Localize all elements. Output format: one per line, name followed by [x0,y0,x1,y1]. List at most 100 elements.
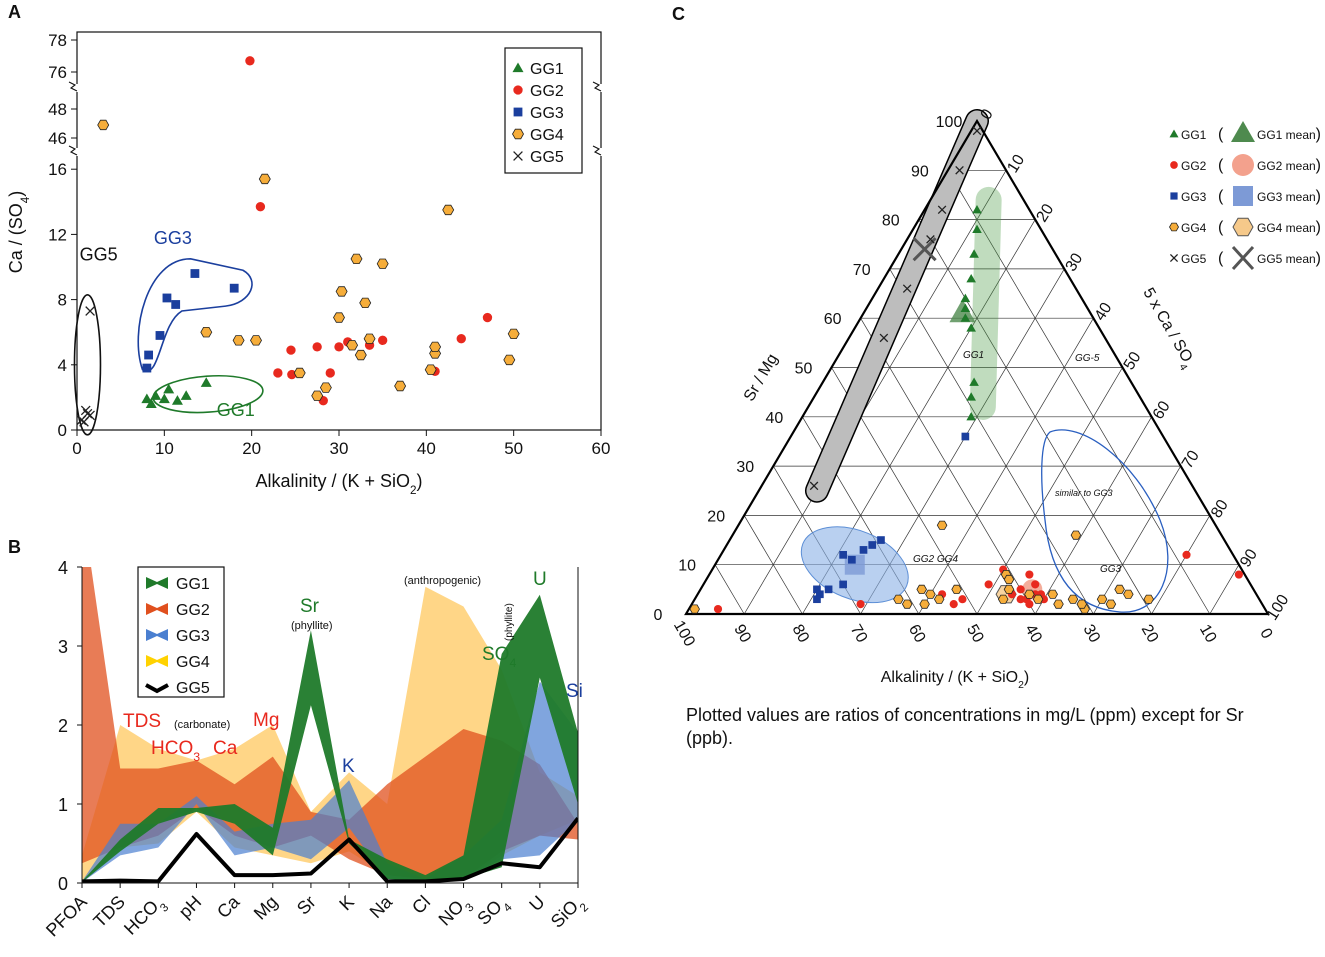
legend-mean-marker [1231,245,1255,271]
gg-point [969,377,979,386]
legend-paren: ( [1218,250,1224,267]
legend-swatch [146,577,168,589]
panel-a: A0 10 20 30 40 50 60048121646487678Alkalinity … [6,2,610,497]
legend-label: GG4 [1181,221,1207,235]
gg-point [482,312,493,323]
gg-point [82,408,93,419]
x-tick-label: Cl [408,892,434,918]
x-tick-label: 0 [72,439,81,458]
y-tick-label: 76 [48,63,67,82]
gg-point [859,546,868,554]
y-tick-label: 78 [48,31,67,50]
axis-break-mark [592,145,602,156]
gg-point [325,368,335,378]
gg-point [960,313,971,322]
gg-point [85,410,95,421]
gg-point [813,585,821,594]
annot-so4: SO4 [482,644,516,670]
grid-line [1034,416,1152,615]
x-tick-label: HCO3 [120,892,171,943]
gg-point [245,56,255,66]
gg-point [1016,595,1025,604]
gg-point [311,390,324,401]
x-tick-label: 40 [417,439,436,458]
gg-point [142,363,152,373]
gg-point [394,380,407,392]
gg-point [145,398,157,409]
legend-marker [1169,222,1179,232]
legend-swatch [146,629,168,641]
gg-point [171,300,181,309]
bottom-tick-label: 40 [1021,622,1045,646]
gg-point [171,395,183,405]
label-part: Alkalinity / (K + SiO [881,669,1018,686]
right-tick-label: 60 [1150,398,1174,422]
gg-point [346,340,359,351]
left-tick-label: 80 [882,213,900,230]
gg-point [273,368,283,378]
label-part: ) [417,471,423,491]
right-tick-label: 80 [1208,497,1232,521]
gg-point [879,333,889,343]
gg-point [713,604,723,614]
left-tick-label: 70 [853,262,871,279]
label-part: SO [473,896,506,929]
gg-point [1076,599,1088,609]
bottom-tick-label: 10 [1196,622,1220,646]
legend-swatch [146,603,168,615]
bottom-tick-label: 70 [847,622,871,646]
right-tick-label: 50 [1121,349,1145,373]
gg-point [969,249,979,258]
label-part: 4 [1177,362,1190,373]
legend-label: GG1 [1181,128,1207,142]
gg-point [97,119,110,131]
legend-mean-marker [1232,154,1254,176]
y-axis-title: Ca / (SO4) [6,191,32,274]
x-tick-label: Ca [213,891,244,922]
gg5-region [806,110,988,502]
left-tick-label: 50 [795,361,813,378]
legend-b: GG1 GG2 GG3 GG4 GG5 [137,566,225,698]
annot-k: K [342,756,355,777]
band-gg1 [82,594,578,883]
annot-mg: Mg [253,710,279,731]
x-tick-label: 10 [155,439,174,458]
gg-point [972,126,982,136]
gg-point [893,594,904,604]
bottom-axis-title: Alkalinity / (K + SiO2) [881,669,1029,691]
y-tick-label: 1 [58,795,68,815]
y-tick-label: 8 [58,291,67,310]
gg-point [816,590,824,599]
legend-paren: ) [1316,188,1321,205]
legend-c: GG1(GG1 mean)GG2(GG2 mean)GG3(GG3 mean)G… [1169,121,1321,271]
gg-point [85,306,95,316]
x-tick-label: 60 [592,439,611,458]
legend-mean-label: GG4 mean [1257,221,1316,235]
similar-gg3-label: similar to GG3 [1055,488,1113,498]
annot-phyllite-so4: (phyllite) [504,603,515,641]
annot-anthropogenic: (anthropogenic) [404,575,481,587]
gg-point [997,594,1009,604]
bottom-tick-label: 80 [788,622,812,646]
gg-point [1182,550,1191,559]
label-part: Ca / (SO [6,203,26,273]
gg-point [902,284,912,293]
legend-label: GG1 [176,576,210,593]
x-tick-label: pH [175,892,205,922]
gg-point [1143,594,1154,604]
gg-point [507,328,520,340]
right-tick-label: 70 [1179,448,1203,472]
gg-point [1047,589,1058,599]
gg3-group-label: GG3 [154,228,192,248]
legend-label: GG5 [530,149,564,166]
label-part: ) [6,191,26,197]
legend-swatch [145,683,169,694]
bottom-tick-label: 50 [963,622,987,646]
gg-point [848,555,856,564]
axis-break-gap [594,84,608,92]
left-tick-label: 100 [936,114,963,131]
y-tick-label: 12 [48,225,67,244]
label-part: 2 [410,484,417,497]
gg-point [919,599,930,609]
